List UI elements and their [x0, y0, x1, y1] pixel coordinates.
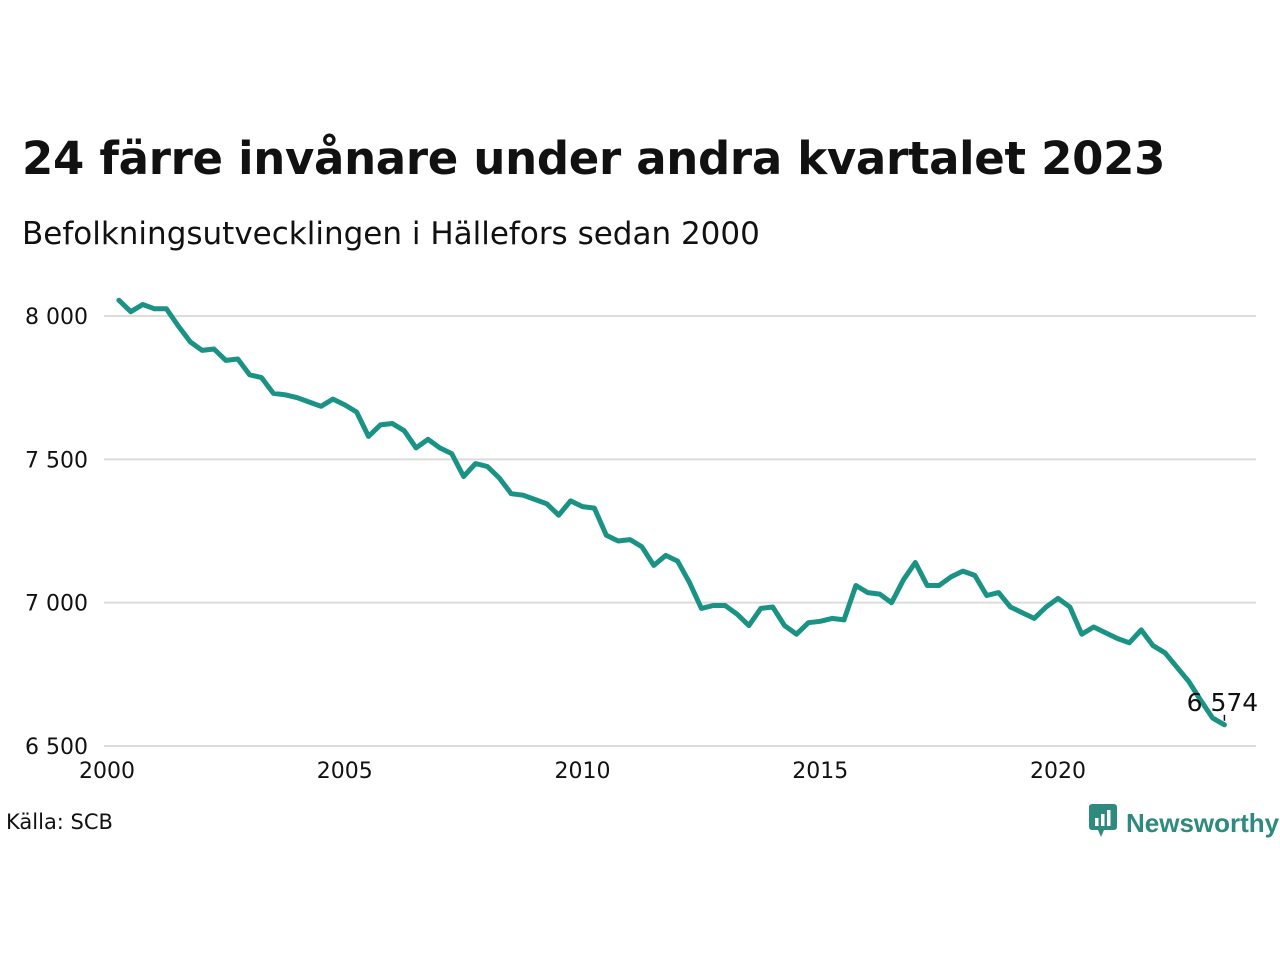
series-line — [116, 297, 1227, 728]
y-axis-ticks: 6 500 7 000 7 500 8 000 — [25, 305, 88, 760]
annotation-layer: 6 574 — [1187, 688, 1259, 721]
y-tick-label: 6 500 — [25, 735, 88, 760]
x-tick-label: 2000 — [79, 759, 135, 784]
chart-title: 24 färre invånare under andra kvartalet … — [22, 132, 1166, 185]
y-tick-label: 8 000 — [25, 305, 88, 330]
y-tick-label: 7 500 — [25, 448, 88, 473]
x-tick-label: 2005 — [317, 759, 373, 784]
grid-lines — [104, 315, 1256, 747]
source-note: Källa: SCB — [6, 810, 113, 834]
end-value-label: 6 574 — [1187, 688, 1259, 717]
x-tick-label: 2020 — [1030, 759, 1086, 784]
series-layer — [116, 297, 1227, 728]
brand-logo[interactable]: Newsworthy — [1088, 803, 1279, 843]
brand-name: Newsworthy — [1126, 807, 1280, 838]
newsworthy-logo-icon — [1088, 803, 1118, 843]
x-tick-label: 2010 — [555, 759, 611, 784]
y-tick-label: 7 000 — [25, 592, 88, 617]
x-tick-label: 2015 — [792, 759, 848, 784]
x-axis-ticks: 2000 2005 2010 2015 2020 — [79, 759, 1086, 784]
chart-subtitle: Befolkningsutvecklingen i Hällefors seda… — [22, 216, 760, 252]
